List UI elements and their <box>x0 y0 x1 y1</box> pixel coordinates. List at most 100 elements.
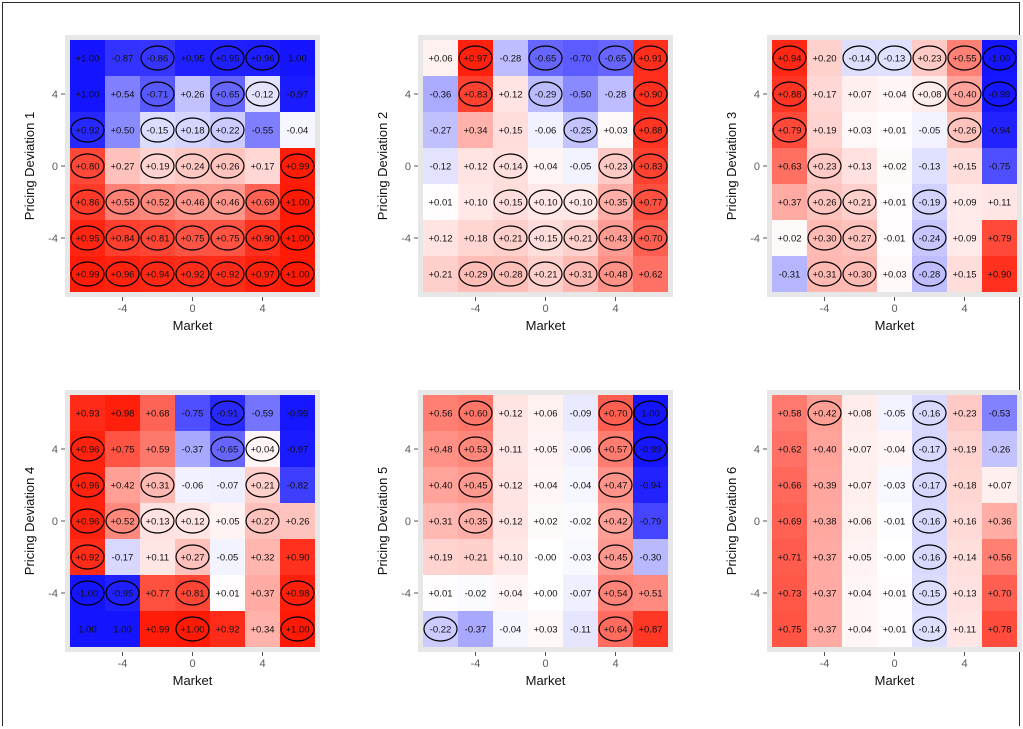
annotation-ellipse <box>947 117 982 143</box>
annotation-ellipse <box>633 45 668 71</box>
heatmap-cell <box>245 611 280 647</box>
cell-label: +0.98 <box>110 409 134 420</box>
x-tick-label: 4 <box>612 658 618 670</box>
cell-label: -0.97 <box>287 90 309 101</box>
annotation-ellipse <box>245 508 280 534</box>
heatmap-cell <box>982 112 1017 148</box>
heatmap-cell <box>982 431 1017 467</box>
annotation-ellipse <box>175 153 210 179</box>
cell-label: +0.46 <box>215 198 239 209</box>
heatmap-cell <box>423 467 458 503</box>
cell-label: +0.12 <box>498 481 522 492</box>
cell-label: -0.17 <box>112 553 134 564</box>
heatmap-cell <box>105 611 140 647</box>
cell-label: +0.68 <box>145 409 169 420</box>
heatmap-cell <box>982 467 1017 503</box>
heatmap-cell <box>947 611 982 647</box>
cell-label: -1.00 <box>989 54 1011 65</box>
heatmap-cell <box>210 611 245 647</box>
heatmap-cell <box>70 76 105 112</box>
cell-label: +0.97 <box>463 54 487 65</box>
heatmap-cell <box>280 539 315 575</box>
annotation-ellipse <box>563 261 598 287</box>
heatmap-cell <box>423 575 458 611</box>
cell-label: +0.37 <box>812 589 836 600</box>
cell-label: -0.07 <box>217 481 239 492</box>
cell-label: +0.04 <box>250 445 274 456</box>
annotation-ellipse <box>70 189 105 215</box>
annotation-ellipse <box>105 261 140 287</box>
cell-label: +0.97 <box>250 270 274 281</box>
y-tick-label: -4 <box>401 588 411 600</box>
heatmap-cell <box>982 220 1017 256</box>
heatmap-cell <box>772 184 807 220</box>
cell-label: +0.30 <box>812 234 836 245</box>
annotation-ellipse <box>807 189 842 215</box>
cell-label: +0.03 <box>882 270 906 281</box>
heatmap-cell <box>563 40 598 76</box>
annotation-ellipse <box>210 117 245 143</box>
y-axis-title: Pricing Deviation 5 <box>375 467 390 575</box>
cell-label: +0.78 <box>987 625 1011 636</box>
annotation-ellipse <box>175 189 210 215</box>
heatmap-cell <box>772 503 807 539</box>
cell-label: +0.42 <box>812 409 836 420</box>
cell-label: +0.81 <box>145 234 169 245</box>
cell-label: +0.12 <box>498 409 522 420</box>
heatmap-cell <box>982 256 1017 292</box>
heatmap-cell <box>528 575 563 611</box>
cell-label: -0.28 <box>500 54 522 65</box>
cell-label: +0.21 <box>533 270 557 281</box>
heatmap-cell <box>528 611 563 647</box>
cell-label: -0.19 <box>919 198 941 209</box>
cell-label: -0.05 <box>217 553 239 564</box>
cell-label: +0.94 <box>777 54 801 65</box>
cell-label: +0.56 <box>987 553 1011 564</box>
cell-label: +0.26 <box>180 90 204 101</box>
cell-label: +0.77 <box>638 198 662 209</box>
heatmap-cell <box>493 611 528 647</box>
y-tick-label: 4 <box>405 444 411 456</box>
cell-label: +0.39 <box>812 481 836 492</box>
cell-label: +0.65 <box>215 90 239 101</box>
heatmap-cell <box>105 40 140 76</box>
cell-label: +0.23 <box>917 54 941 65</box>
heatmap-cell <box>528 112 563 148</box>
annotation-ellipse <box>598 261 633 287</box>
heatmap-cell <box>982 148 1017 184</box>
annotation-ellipse <box>877 45 912 71</box>
cell-label: +0.12 <box>180 517 204 528</box>
cell-label: +0.24 <box>180 162 204 173</box>
heatmap-cell <box>563 539 598 575</box>
cell-label: +0.45 <box>463 481 487 492</box>
heatmap-cell <box>493 395 528 431</box>
cell-label: +0.96 <box>75 517 99 528</box>
annotation-ellipse <box>140 189 175 215</box>
annotation-ellipse <box>598 508 633 534</box>
cell-label: -0.00 <box>884 553 906 564</box>
cell-label: +0.12 <box>463 162 487 173</box>
heatmap-cell <box>493 575 528 611</box>
heatmap-cell <box>423 40 458 76</box>
cell-label: -0.01 <box>884 234 906 245</box>
heatmap-cell <box>982 184 1017 220</box>
cell-label: +0.21 <box>847 198 871 209</box>
cell-label: +0.30 <box>847 270 871 281</box>
heatmap-panel-4: +0.93 +0.98 +0.68 -0.75 -0.91 -0.59 -0.99 +0.96… <box>22 390 320 688</box>
annotation-ellipse <box>772 81 807 107</box>
cell-label: -0.06 <box>182 481 204 492</box>
annotation-ellipse <box>982 81 1017 107</box>
annotation-ellipse <box>140 261 175 287</box>
heatmap-cell <box>563 395 598 431</box>
cell-label: -0.59 <box>252 409 274 420</box>
heatmap-cell <box>175 76 210 112</box>
annotation-ellipse <box>70 117 105 143</box>
cell-label: +0.50 <box>110 126 134 137</box>
cell-label: +0.81 <box>180 589 204 600</box>
annotation-ellipse <box>70 261 105 287</box>
heatmap-cell <box>245 539 280 575</box>
cell-label: +0.21 <box>498 234 522 245</box>
x-tick-label: 4 <box>961 658 967 670</box>
cell-label: +0.08 <box>917 90 941 101</box>
